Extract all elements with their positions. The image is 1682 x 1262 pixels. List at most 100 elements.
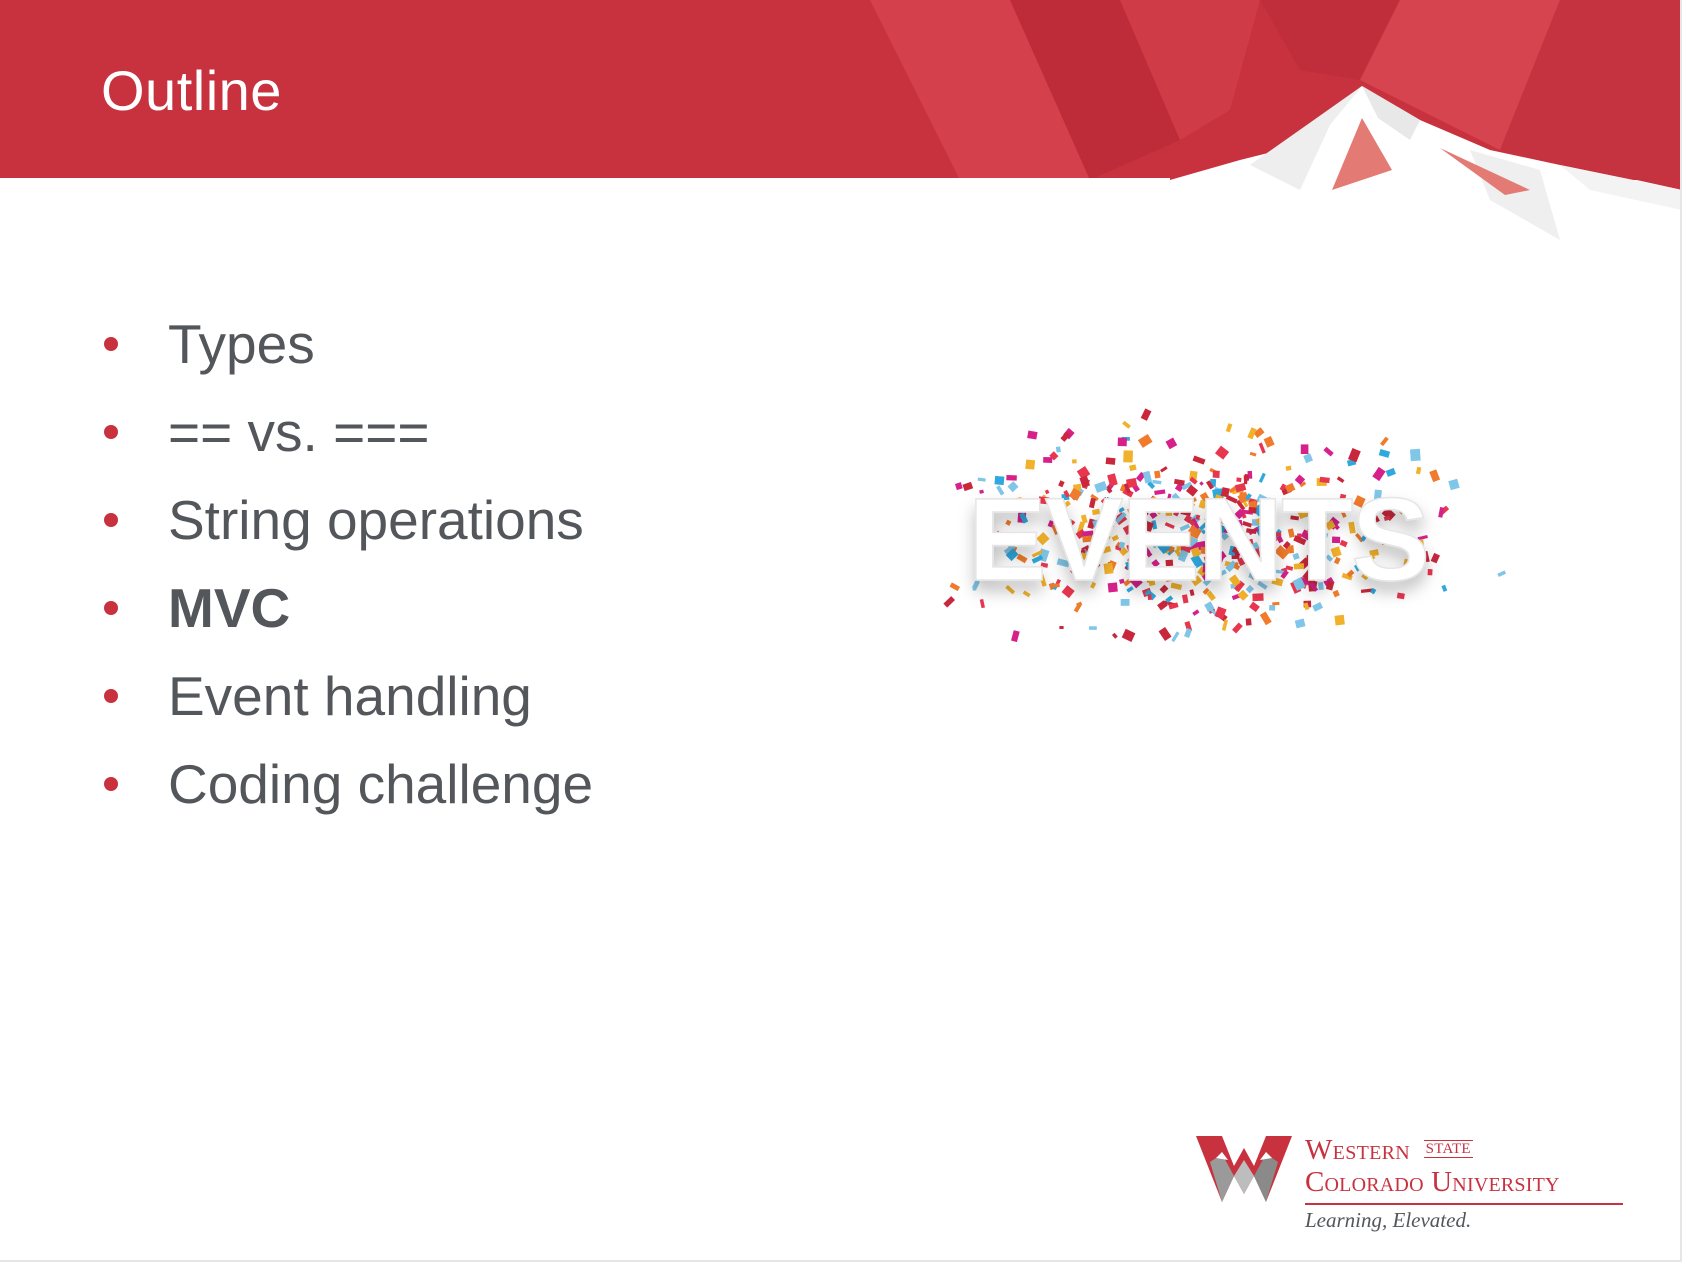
confetti-piece [1385, 467, 1396, 477]
confetti-piece [1331, 536, 1341, 544]
confetti-piece [1079, 475, 1090, 488]
confetti-piece [1249, 451, 1257, 457]
confetti-piece [1207, 555, 1213, 560]
confetti-piece [1381, 507, 1396, 521]
confetti-piece [1254, 524, 1267, 537]
confetti-piece [1237, 556, 1248, 566]
confetti-piece [1338, 493, 1347, 504]
confetti-piece [1138, 536, 1146, 543]
confetti-piece [1292, 552, 1300, 560]
confetti-piece [1063, 500, 1071, 508]
confetti-piece [1252, 504, 1266, 517]
confetti-piece [1216, 551, 1227, 561]
events-text: EVENTS [968, 474, 1428, 606]
confetti-piece [1325, 580, 1335, 591]
confetti-piece [1159, 584, 1169, 594]
confetti-piece [1225, 560, 1238, 573]
confetti-piece [1130, 508, 1142, 518]
confetti-piece [1256, 493, 1271, 506]
confetti-piece [1221, 619, 1229, 631]
confetti-piece [1016, 553, 1028, 564]
confetti-piece [1303, 602, 1310, 611]
confetti-piece [954, 482, 963, 491]
confetti-piece [1080, 514, 1088, 524]
confetti-piece [1165, 437, 1178, 450]
confetti-piece [1285, 465, 1292, 471]
confetti-piece [1190, 547, 1201, 558]
confetti-piece [1205, 480, 1214, 490]
confetti-piece [1111, 534, 1120, 542]
bullet-label: Types [168, 313, 315, 375]
confetti-piece [1022, 590, 1031, 598]
confetti-piece [1077, 521, 1085, 534]
confetti-piece [1245, 493, 1252, 501]
confetti-piece [1233, 561, 1239, 569]
confetti-piece [1380, 436, 1389, 447]
confetti-piece [1171, 631, 1180, 643]
confetti-piece [1043, 456, 1053, 463]
confetti-piece [1158, 627, 1172, 642]
confetti-piece [1031, 549, 1043, 558]
confetti-piece [1107, 582, 1118, 593]
confetti-piece [1264, 520, 1274, 532]
confetti-piece [1105, 457, 1116, 465]
confetti-piece [1373, 500, 1380, 510]
confetti-piece [1122, 420, 1131, 429]
confetti-piece [1152, 538, 1160, 549]
confetti-piece [985, 524, 991, 533]
confetti-piece [1415, 466, 1422, 475]
confetti-piece [1255, 516, 1264, 524]
confetti-piece [1334, 614, 1345, 626]
confetti-piece [1121, 628, 1136, 642]
confetti-piece [996, 485, 1005, 496]
confetti-piece [1396, 592, 1405, 600]
confetti-piece [1316, 552, 1325, 562]
confetti-piece [1088, 497, 1096, 509]
confetti-piece [1272, 532, 1282, 538]
confetti-piece [1136, 515, 1149, 527]
confetti-piece [1402, 558, 1410, 568]
list-item: Types [100, 300, 593, 388]
confetti-piece [1190, 553, 1204, 569]
confetti-piece [1171, 492, 1181, 503]
confetti-piece [1040, 562, 1049, 568]
confetti-piece [1187, 518, 1196, 527]
confetti-piece [1164, 522, 1175, 530]
confetti-piece [1372, 466, 1386, 482]
confetti-piece [1341, 572, 1353, 581]
confetti-piece [1180, 541, 1191, 547]
confetti-piece [1369, 554, 1376, 561]
confetti-piece [1071, 459, 1077, 464]
confetti-piece [1225, 423, 1233, 433]
confetti-piece [1192, 609, 1200, 616]
confetti-piece [1123, 483, 1132, 494]
confetti-piece [1441, 584, 1448, 592]
confetti-piece [1173, 478, 1185, 486]
confetti-piece [1219, 514, 1230, 524]
confetti-piece [1044, 489, 1050, 495]
confetti-piece [1370, 587, 1377, 595]
confetti-piece [1244, 556, 1254, 567]
bullet-dot-icon [104, 777, 118, 791]
university-w-logo-icon [1196, 1136, 1292, 1202]
confetti-piece [1378, 448, 1391, 458]
confetti-piece [1003, 534, 1011, 542]
confetti-piece [1183, 514, 1193, 524]
confetti-piece [1214, 606, 1227, 620]
confetti-piece [1170, 582, 1183, 590]
confetti-piece [1144, 521, 1154, 533]
logo-wordmark-line2: Colorado University [1305, 1166, 1560, 1198]
header-banner [0, 0, 1682, 260]
confetti-piece [1236, 499, 1246, 511]
confetti-piece [1243, 473, 1249, 485]
confetti-piece [1149, 539, 1156, 546]
confetti-piece [1147, 575, 1156, 587]
confetti-piece [1154, 489, 1166, 496]
confetti-piece [1227, 519, 1236, 528]
confetti-piece [1353, 495, 1366, 508]
confetti-piece [1082, 535, 1094, 543]
confetti-piece [1165, 559, 1174, 567]
confetti-piece [1306, 526, 1318, 536]
confetti-piece [1105, 508, 1110, 515]
confetti-piece [1060, 431, 1071, 442]
